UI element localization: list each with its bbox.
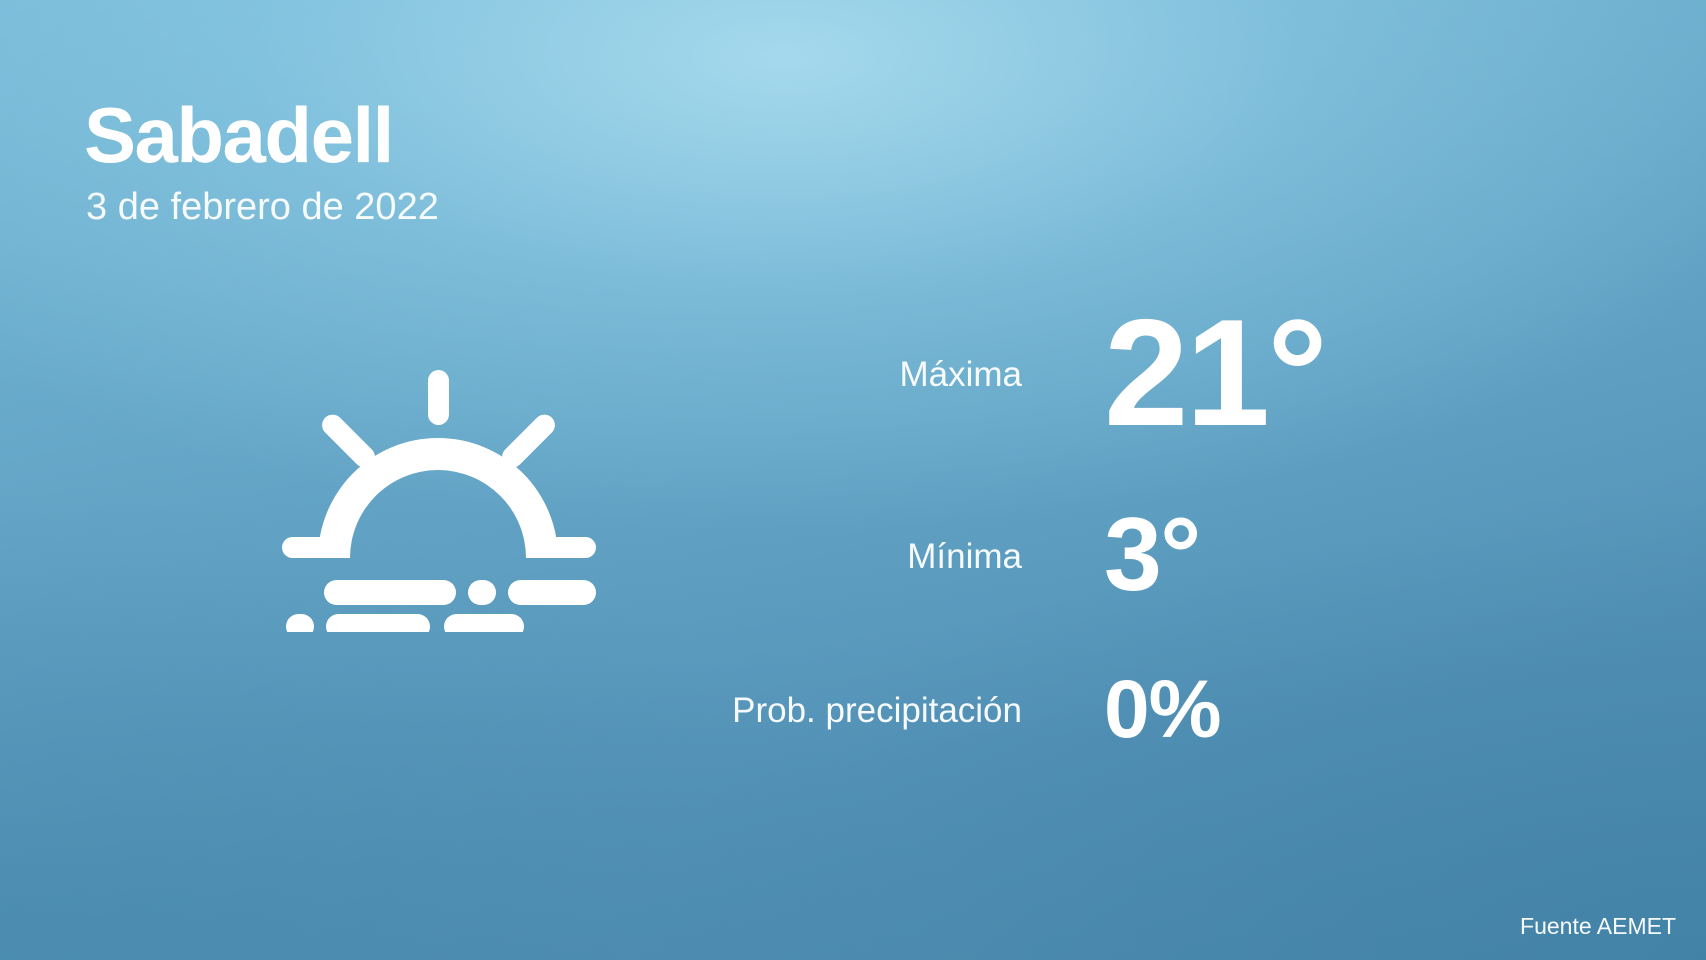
reading-row-maxima: Máxima 21° [600, 286, 1400, 462]
page-title: Sabadell [84, 91, 394, 179]
source-attribution: Fuente AEMET [1520, 913, 1676, 939]
readings-list: Máxima 21° Mínima 3° Prob. precipitación… [600, 286, 1400, 770]
reading-value-precipitacion: 0% [1104, 664, 1222, 756]
reading-label-precipitacion: Prob. precipitación [732, 690, 1022, 730]
header: Sabadell 3 de febrero de 2022 [84, 96, 439, 226]
reading-value-minima: 3° [1104, 497, 1201, 614]
reading-row-precipitacion: Prob. precipitación 0% [600, 650, 1400, 770]
reading-value-maxima: 21° [1104, 288, 1328, 459]
reading-row-minima: Mínima 3° [600, 462, 1400, 650]
sun-fog-icon [268, 352, 608, 632]
weather-icon-container [268, 352, 608, 632]
reading-label-maxima: Máxima [899, 354, 1022, 394]
reading-label-minima: Mínima [907, 536, 1022, 576]
forecast-date: 3 de febrero de 2022 [86, 186, 439, 228]
